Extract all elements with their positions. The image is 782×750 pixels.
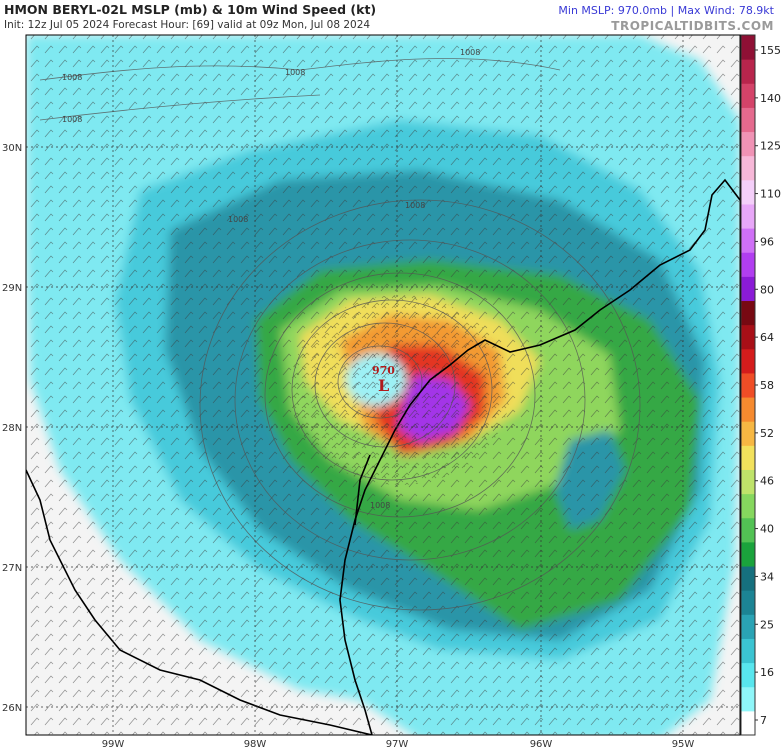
isobar-label: 1008 xyxy=(62,73,82,82)
colorbar-swatch xyxy=(741,252,755,277)
colorbar-swatch xyxy=(741,203,755,229)
isobar-labels: 1008 1008 1008 1008 1008 1008 1008 xyxy=(62,48,480,510)
colorbar-tick-label: 125 xyxy=(760,140,781,153)
colorbar-tick-label: 25 xyxy=(760,618,774,631)
wind-barbs-dense xyxy=(290,295,510,485)
colorbar-swatch xyxy=(741,397,755,422)
colorbar-swatch xyxy=(741,421,755,446)
colorbar-swatch xyxy=(741,566,755,591)
colorbar xyxy=(740,34,756,736)
site-watermark: TROPICALTIDBITS.COM xyxy=(611,19,774,33)
colorbar-swatch xyxy=(741,155,755,181)
colorbar-swatch xyxy=(741,541,755,567)
lat-label: 27N xyxy=(2,563,22,574)
lat-label: 26N xyxy=(2,703,22,714)
colorbar-tick-label: 110 xyxy=(760,188,781,201)
isobars xyxy=(39,58,641,611)
colorbar-swatch xyxy=(741,276,755,302)
colorbar-swatch xyxy=(741,228,755,253)
colorbar-swatch xyxy=(741,493,755,519)
isobar-label: 1008 xyxy=(285,68,305,77)
colorbar-tick-label: 7 xyxy=(760,714,767,727)
colorbar-swatch xyxy=(741,710,755,736)
colorbar-swatch xyxy=(741,83,755,108)
colorbar-tick-label: 64 xyxy=(760,331,774,344)
header: HMON BERYL-02L MSLP (mb) & 10m Wind Spee… xyxy=(0,0,782,34)
colorbar-tick-label: 40 xyxy=(760,523,774,536)
lon-label: 97W xyxy=(386,739,409,750)
colorbar-swatch xyxy=(741,469,755,495)
storm-stats: Min MSLP: 970.0mb | Max Wind: 78.9kt xyxy=(558,4,774,17)
lat-label: 28N xyxy=(2,423,22,434)
colorbar-swatch xyxy=(741,348,755,374)
colorbar-tick-label: 16 xyxy=(760,666,774,679)
colorbar-tick-label: 58 xyxy=(760,379,774,392)
coastline xyxy=(26,178,740,735)
colorbar-swatch xyxy=(741,131,755,157)
center-pressure: 970 xyxy=(372,364,395,377)
colorbar-tick-label: 140 xyxy=(760,92,781,105)
colorbar-swatch xyxy=(741,686,755,712)
chart-title: HMON BERYL-02L MSLP (mb) & 10m Wind Spee… xyxy=(4,2,377,17)
isobar-label: 1008 xyxy=(62,115,82,124)
colorbar-swatch xyxy=(741,107,755,133)
isobar-label: 1008 xyxy=(460,48,480,57)
isobar-label: 1008 xyxy=(228,215,248,224)
colorbar-swatch xyxy=(741,590,755,615)
colorbar-tick-label: 155 xyxy=(760,44,781,57)
colorbar-swatch xyxy=(741,300,755,326)
colorbar-swatch xyxy=(741,179,755,205)
colorbar-swatch xyxy=(741,662,755,688)
isobar-label: 1008 xyxy=(370,501,390,510)
colorbar-swatch xyxy=(741,372,755,398)
colorbar-tick-label: 46 xyxy=(760,475,774,488)
colorbar-swatch xyxy=(741,445,755,470)
lat-labels: 30N 29N 28N 27N 26N xyxy=(2,143,22,714)
colorbar-swatch xyxy=(741,35,755,60)
colorbar-swatch xyxy=(741,517,755,543)
lon-labels: 99W 98W 97W 96W 95W xyxy=(102,739,695,750)
colorbar-swatch xyxy=(741,324,755,350)
lon-label: 99W xyxy=(102,739,125,750)
colorbar-swatch xyxy=(741,638,755,664)
map-frame xyxy=(25,34,741,736)
colorbar-ticks: 155 140 125 110 96 80 64 58 52 46 40 34 25 16 7 xyxy=(755,44,781,727)
graticule xyxy=(26,35,740,735)
lon-label: 98W xyxy=(244,739,267,750)
chart-subtitle: Init: 12z Jul 05 2024 Forecast Hour: [69… xyxy=(4,19,371,31)
lon-label: 95W xyxy=(672,739,695,750)
lat-label: 30N xyxy=(2,143,22,154)
lon-label: 96W xyxy=(530,739,553,750)
colorbar-tick-label: 34 xyxy=(760,570,774,583)
colorbar-tick-label: 80 xyxy=(760,283,774,296)
colorbar-swatch xyxy=(741,59,755,84)
lat-label: 29N xyxy=(2,283,22,294)
low-symbol: L xyxy=(378,376,389,395)
colorbar-tick-label: 96 xyxy=(760,235,774,248)
isobar-label: 1008 xyxy=(405,201,425,210)
colorbar-tick-label: 52 xyxy=(760,427,774,440)
colorbar-swatch xyxy=(741,614,755,639)
